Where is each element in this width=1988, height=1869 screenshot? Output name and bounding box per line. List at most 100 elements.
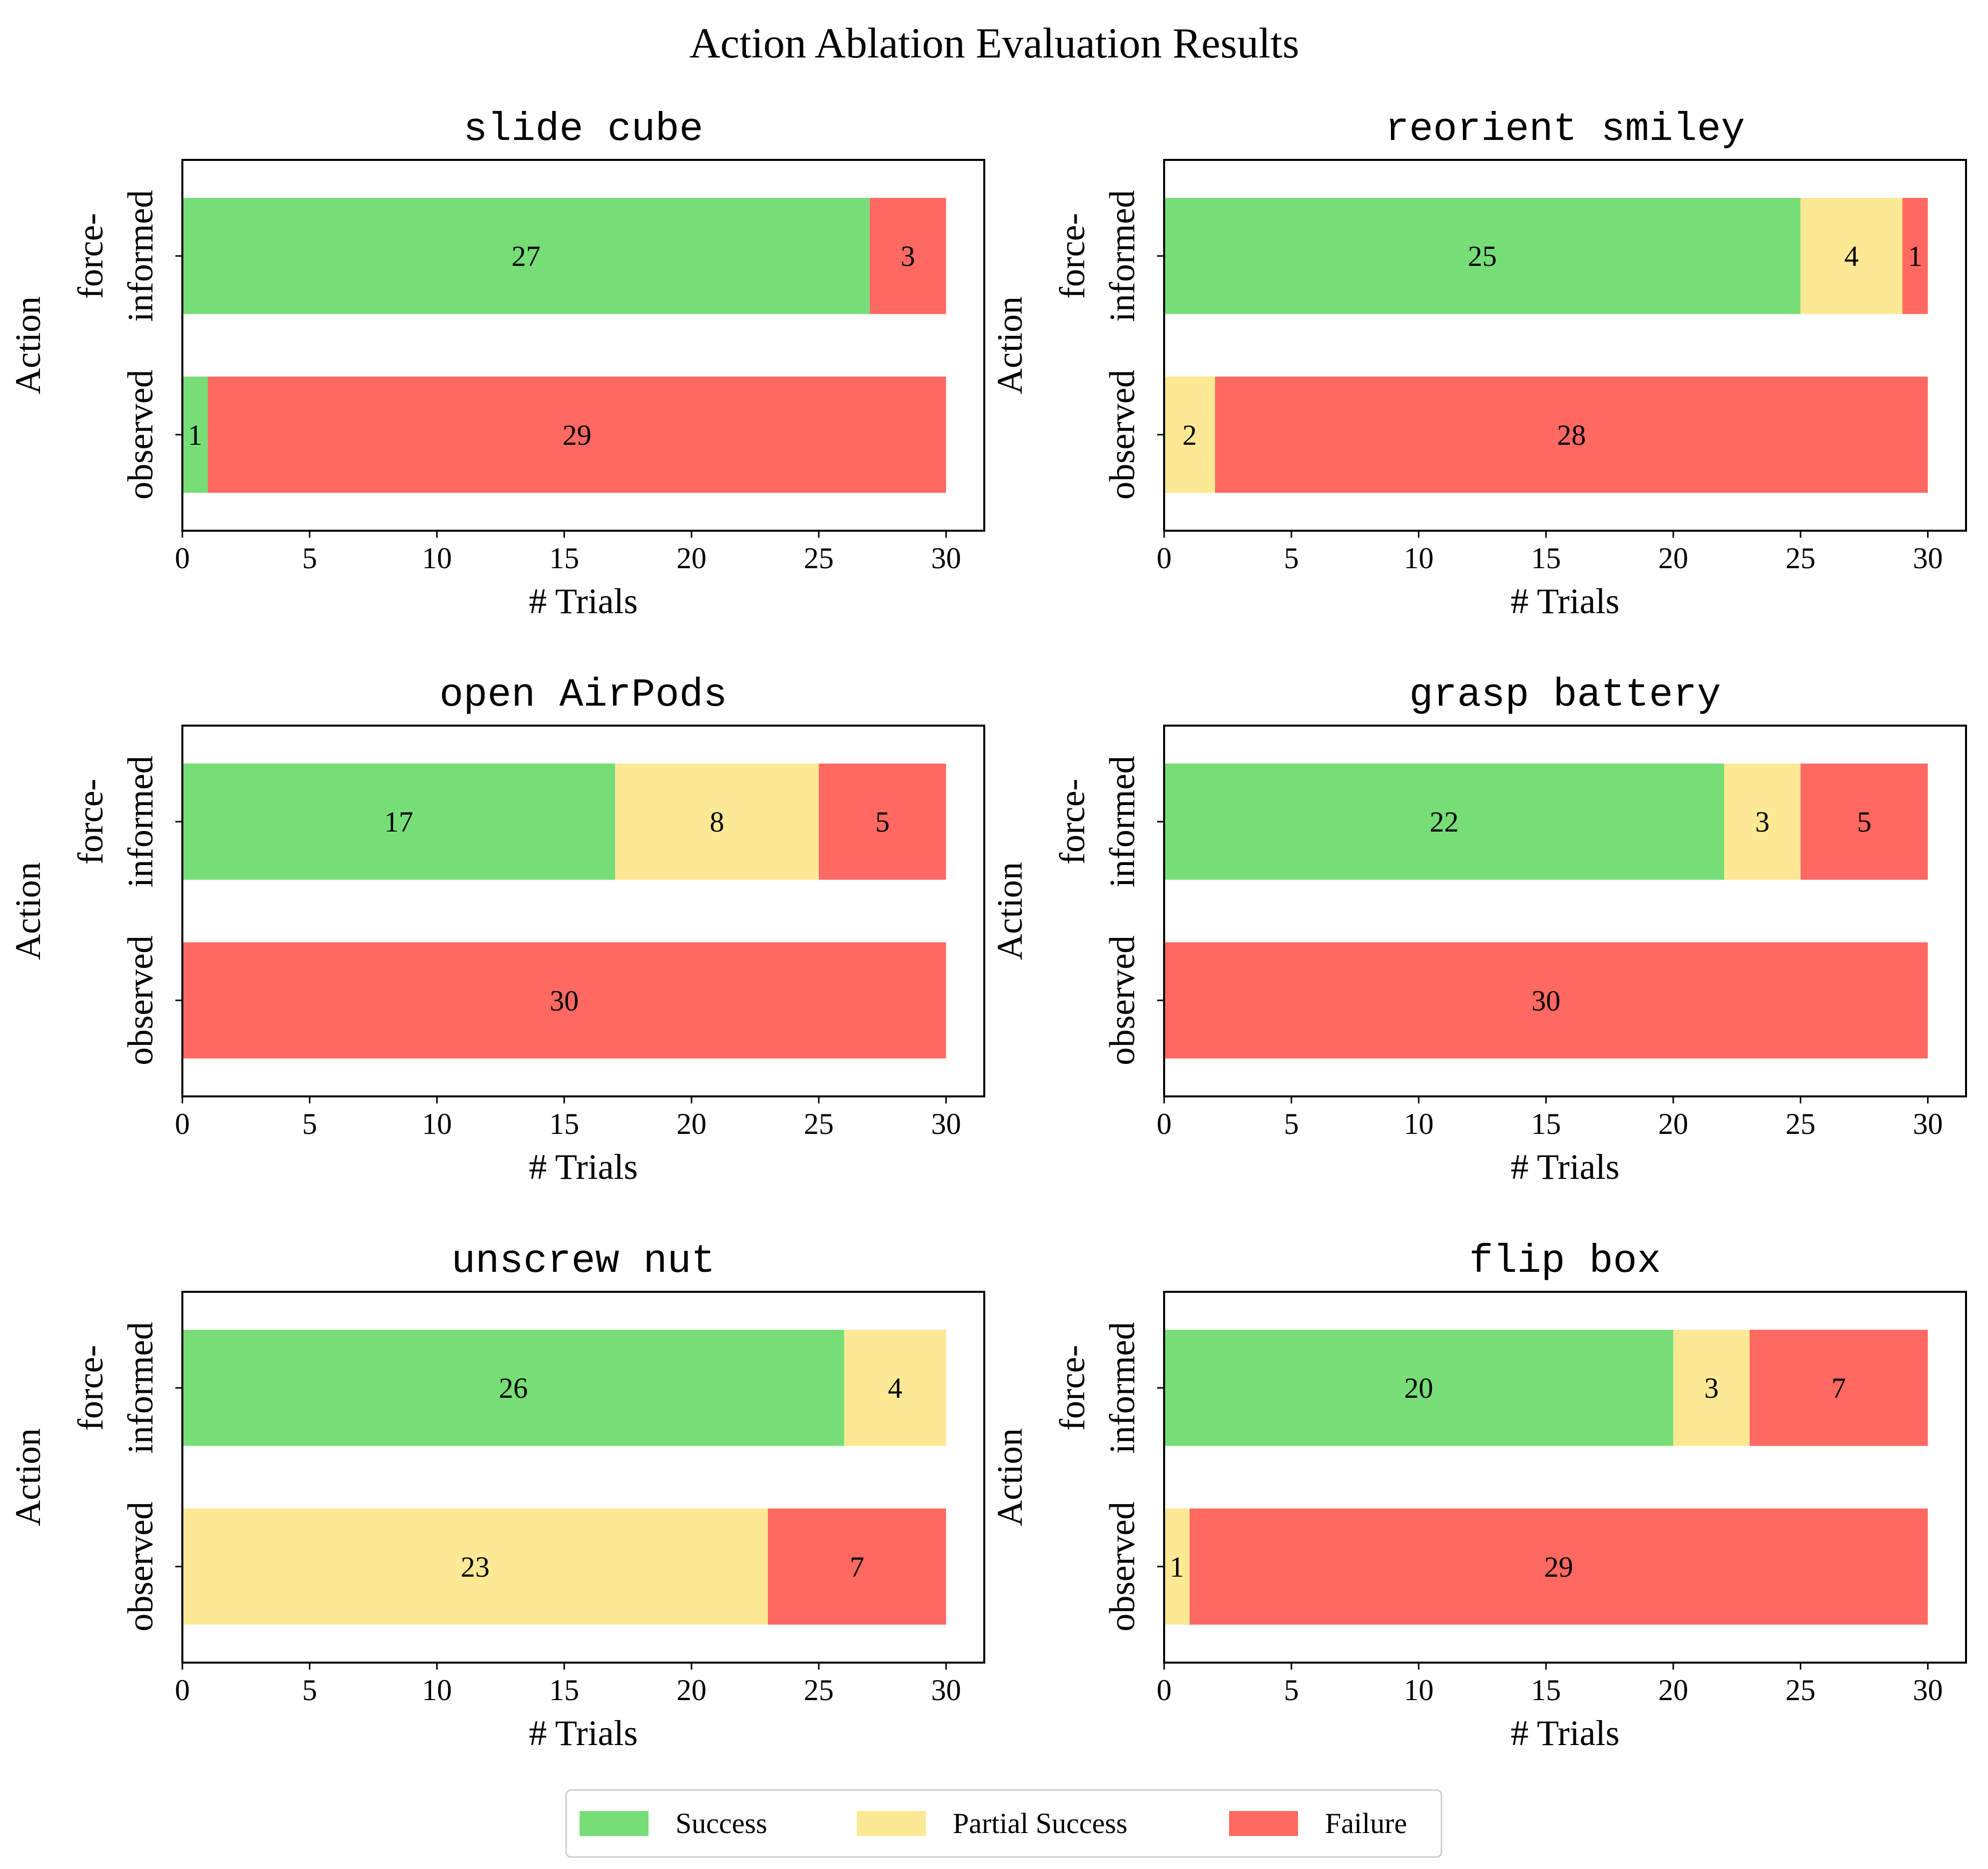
panel-grasp-battery: grasp battery 22 3 5 30 0 5 10 15 20 25 30 # Trials f… <box>990 673 1967 1187</box>
y-tick-label-line: observed <box>1102 370 1142 500</box>
y-tick-label-line: informed <box>1102 1322 1142 1454</box>
panel-slide-cube: slide cube 27 3 1 29 0 5 10 15 20 25 30 # Trials forc… <box>8 107 985 621</box>
bar-value-label: 29 <box>563 419 592 451</box>
x-axis-label: # Trials <box>529 1713 638 1753</box>
y-tick-label-observed: observed <box>120 370 160 500</box>
x-tick-label: 25 <box>1786 1674 1816 1707</box>
plot-frame <box>181 1291 985 1664</box>
x-tick-label: 10 <box>1404 1674 1434 1707</box>
bar-value-label: 3 <box>1755 806 1770 838</box>
bar-value-label: 4 <box>1844 240 1859 272</box>
bar-value-label: 7 <box>850 1551 864 1583</box>
x-axis-label: # Trials <box>529 581 638 621</box>
y-tick-label-line: observed <box>120 935 160 1065</box>
bar-failure-force-informed <box>1902 197 1928 314</box>
y-tick-label-line: force- <box>1052 779 1092 865</box>
bar-value-label: 3 <box>1704 1372 1719 1404</box>
y-tick-label-line: informed <box>120 756 160 888</box>
x-tick-label: 25 <box>1786 542 1816 575</box>
bar-success-force-informed <box>1164 763 1724 880</box>
plot-frame <box>1163 1291 1967 1664</box>
y-axis-label: Action <box>990 1428 1030 1526</box>
x-tick-label: 5 <box>1284 542 1299 575</box>
bar-partial-success-observed <box>1164 376 1215 493</box>
x-tick-label: 5 <box>302 1107 317 1140</box>
y-tick-label-force-informed: force-informed <box>70 756 160 888</box>
x-tick-label: 10 <box>422 1674 452 1707</box>
legend-label: Failure <box>1325 1807 1407 1840</box>
bar-success-force-informed <box>1164 1329 1674 1446</box>
bar-success-observed <box>182 376 208 493</box>
x-tick-label: 0 <box>175 1674 190 1707</box>
bar-value-label: 5 <box>875 806 890 838</box>
x-tick-label: 20 <box>676 542 706 575</box>
bar-failure-observed <box>767 1508 946 1625</box>
y-tick-label-line: force- <box>1052 1345 1092 1431</box>
bar-partial-success-force-informed <box>1673 1329 1750 1446</box>
bar-value-label: 25 <box>1468 240 1497 272</box>
bar-value-label: 1 <box>188 419 202 451</box>
x-tick-label: 25 <box>1786 1107 1816 1140</box>
x-tick-label: 30 <box>1913 1674 1943 1707</box>
bar-value-label: 30 <box>550 984 579 1017</box>
y-tick-label-line: observed <box>120 1502 160 1632</box>
x-tick-label: 20 <box>1658 1107 1688 1140</box>
y-tick-label-observed: observed <box>1102 935 1142 1065</box>
bar-value-label: 3 <box>901 240 915 272</box>
x-tick-label: 30 <box>931 1107 961 1140</box>
panel-title: slide cube <box>463 107 703 152</box>
bar-value-label: 4 <box>888 1372 902 1404</box>
bar-partial-success-force-informed <box>1724 763 1801 880</box>
panel-title: grasp battery <box>1409 673 1721 718</box>
bar-value-label: 7 <box>1832 1372 1846 1404</box>
x-tick-label: 20 <box>676 1107 706 1140</box>
y-tick-label-line: informed <box>120 1322 160 1454</box>
x-tick-label: 15 <box>549 542 579 575</box>
bar-value-label: 22 <box>1429 806 1458 838</box>
x-tick-label: 0 <box>1157 1107 1172 1140</box>
figure-title: Action Ablation Evaluation Results <box>689 19 1300 67</box>
y-tick-label-force-informed: force-informed <box>70 190 160 322</box>
bar-value-label: 1 <box>1908 240 1923 272</box>
panel-title: flip box <box>1469 1239 1661 1284</box>
x-axis-label: # Trials <box>1510 1713 1619 1753</box>
x-axis-label: # Trials <box>529 1147 638 1187</box>
panel-flip-box: flip box 20 3 7 1 29 0 5 10 15 20 25 30 # Trials force… <box>990 1239 1967 1753</box>
x-tick-label: 30 <box>931 542 961 575</box>
bar-failure-force-informed <box>818 763 946 880</box>
x-tick-label: 10 <box>1404 1107 1434 1140</box>
y-axis-label: Action <box>8 862 48 960</box>
bar-failure-observed <box>1189 1508 1928 1625</box>
x-tick-label: 20 <box>1658 542 1688 575</box>
legend-frame <box>565 1789 1442 1858</box>
bar-value-label: 17 <box>384 806 413 838</box>
y-tick-label-force-informed: force-informed <box>70 1322 160 1454</box>
legend-label: Success <box>675 1807 767 1840</box>
y-axis-label: Action <box>990 296 1030 394</box>
bar-value-label: 1 <box>1170 1551 1184 1583</box>
bar-value-label: 8 <box>710 806 724 838</box>
bar-failure-observed <box>182 942 946 1059</box>
x-tick-label: 5 <box>1284 1674 1299 1707</box>
y-axis-label: Action <box>8 1428 48 1526</box>
bar-value-label: 29 <box>1544 1551 1573 1583</box>
x-tick-label: 15 <box>1531 542 1561 575</box>
x-tick-label: 15 <box>549 1674 579 1707</box>
x-tick-label: 0 <box>1157 1674 1172 1707</box>
y-axis-label: Action <box>8 296 48 394</box>
y-tick-label-line: informed <box>1102 756 1142 888</box>
x-tick-label: 0 <box>1157 542 1172 575</box>
x-tick-label: 5 <box>302 542 317 575</box>
x-tick-label: 10 <box>1404 542 1434 575</box>
bar-failure-observed <box>1215 376 1928 493</box>
legend-swatch <box>857 1811 926 1836</box>
y-tick-label-force-informed: force-informed <box>1052 1322 1142 1454</box>
bar-value-label: 23 <box>461 1551 490 1583</box>
bar-success-force-informed <box>182 763 616 880</box>
bar-value-label: 20 <box>1404 1372 1433 1404</box>
bar-partial-success-force-informed <box>844 1329 946 1446</box>
legend-label: Partial Success <box>953 1807 1128 1840</box>
x-tick-label: 30 <box>1913 1107 1943 1140</box>
